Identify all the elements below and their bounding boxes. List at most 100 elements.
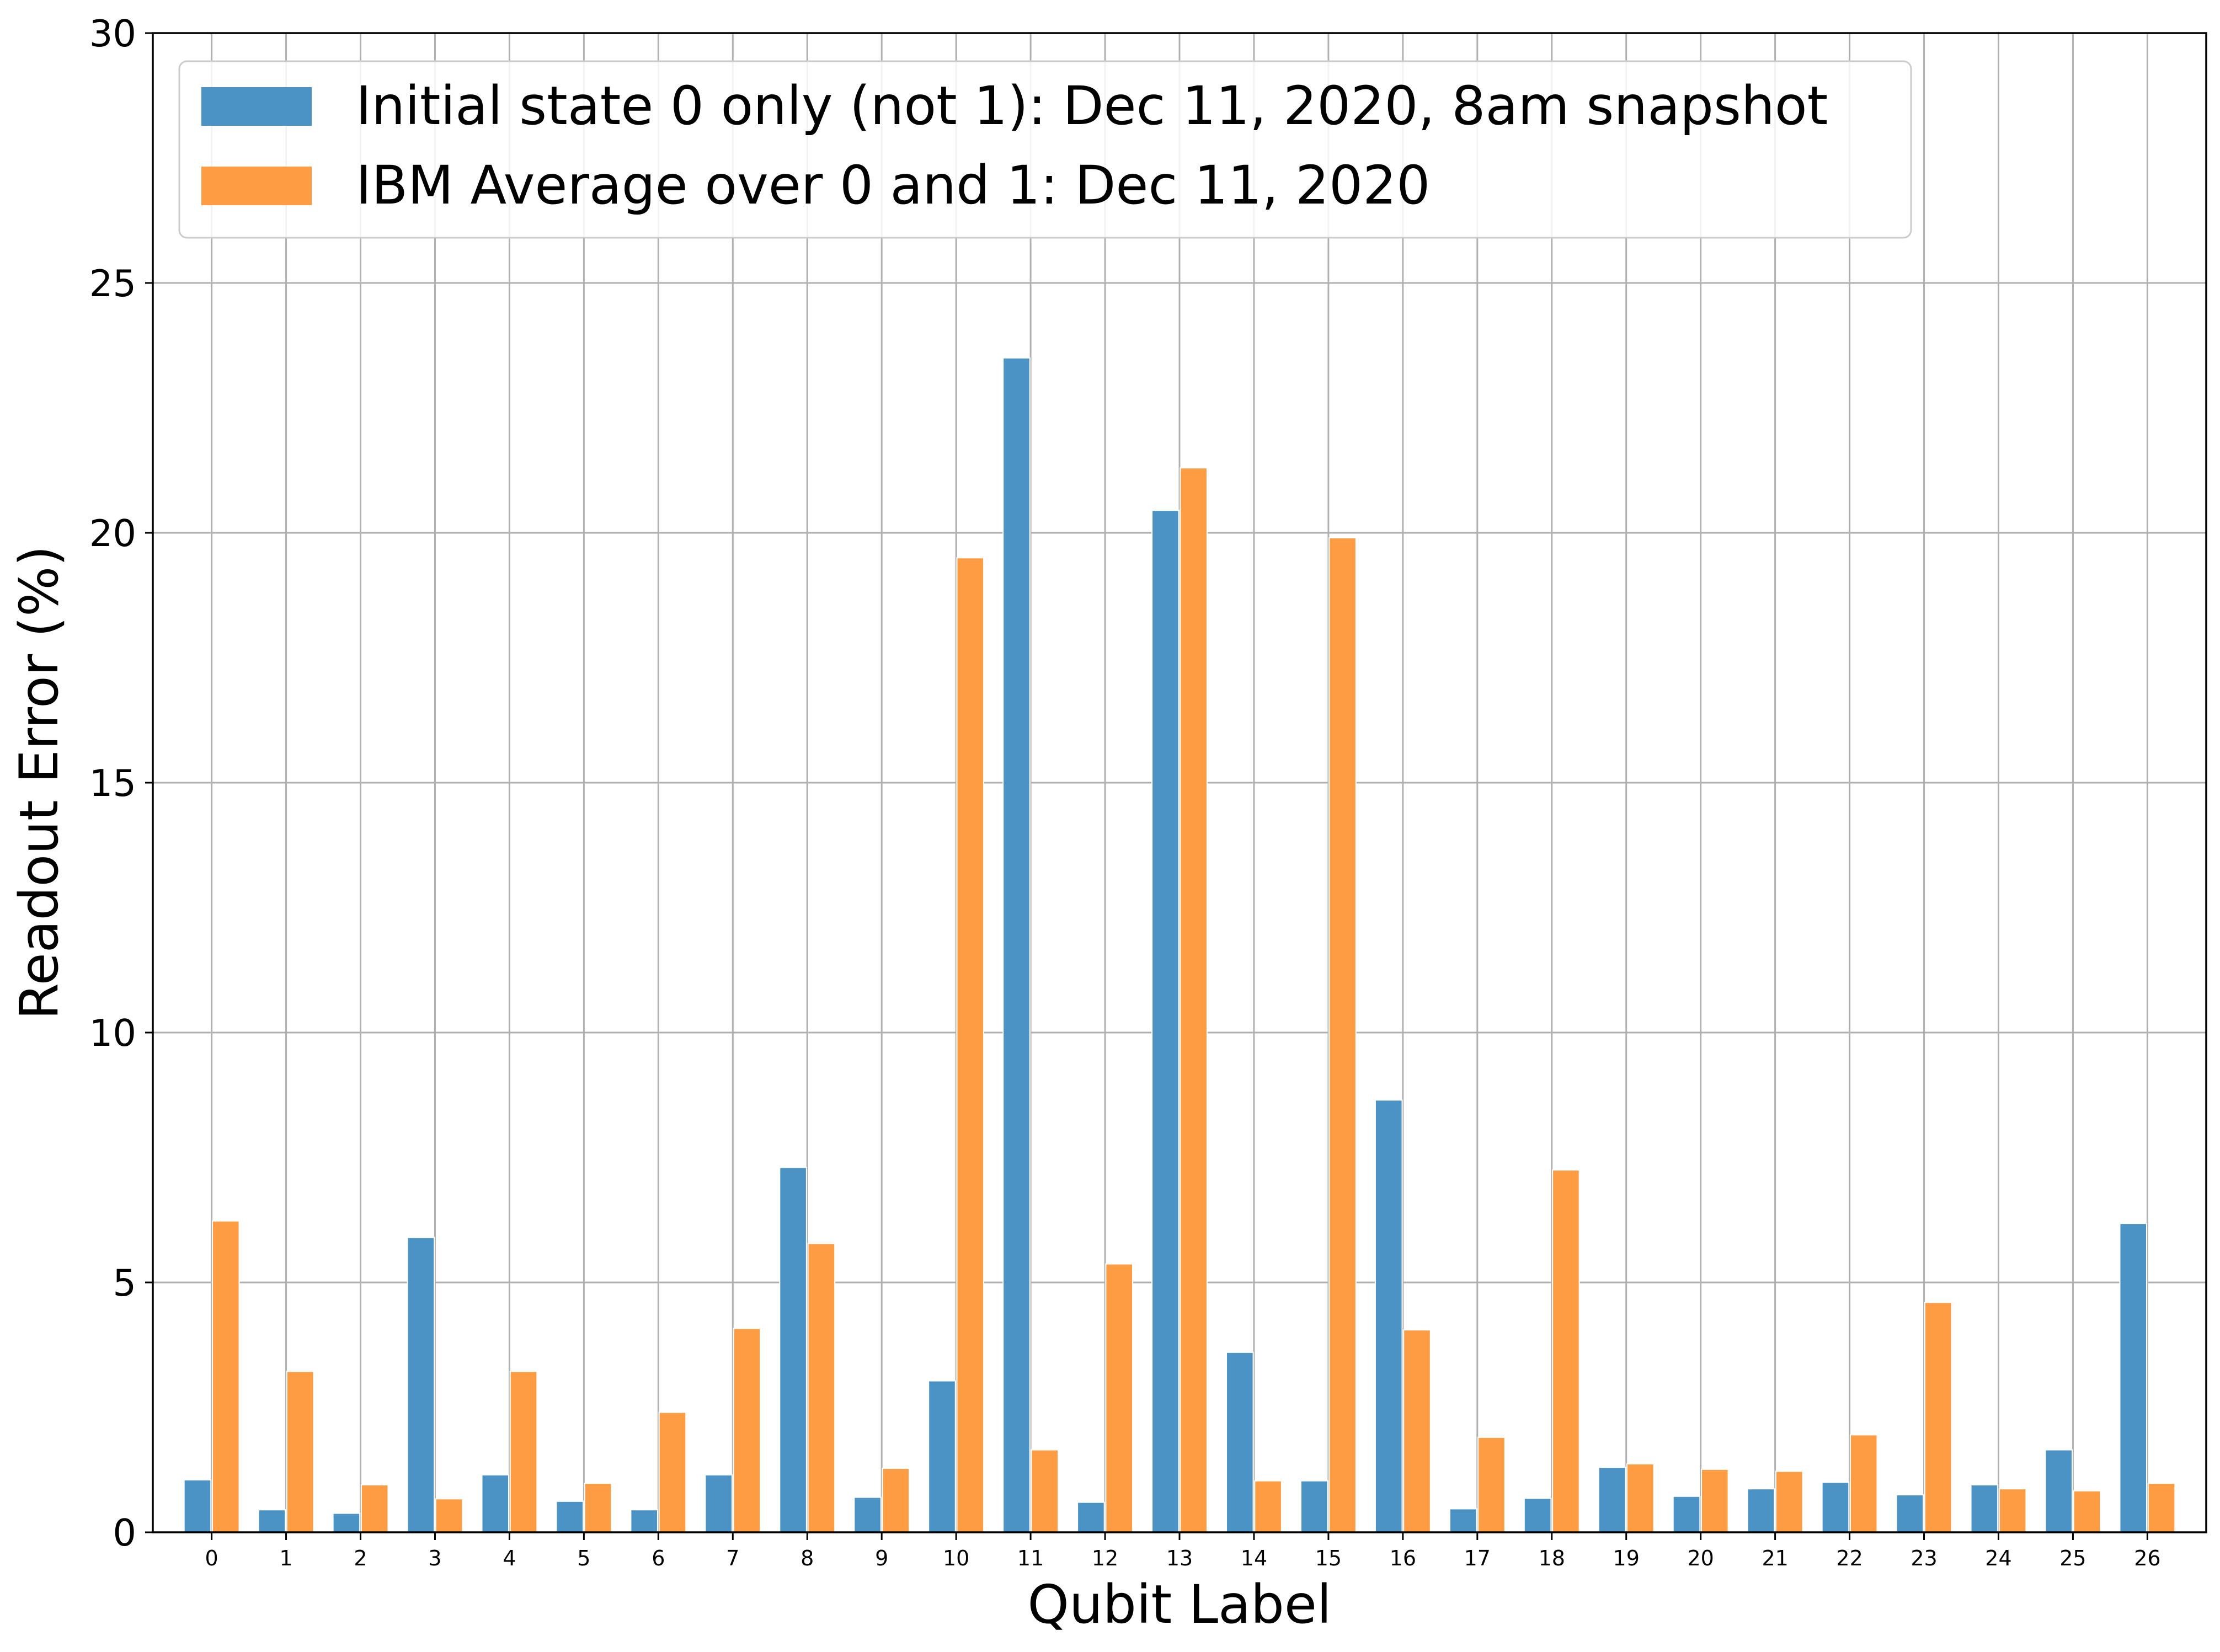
bar-series1-qubit-23: [1924, 1302, 1952, 1533]
x-tick-label-7: 7: [726, 1546, 739, 1570]
x-tick-label-26: 26: [2134, 1546, 2160, 1570]
y-tick-label-20: 20: [89, 512, 136, 555]
bar-series0-qubit-4: [481, 1474, 510, 1533]
bar-series0-qubit-8: [779, 1167, 807, 1533]
bar-series1-qubit-25: [2073, 1490, 2101, 1533]
x-tick-label-0: 0: [205, 1546, 218, 1570]
x-tick-label-9: 9: [875, 1546, 888, 1570]
bar-series1-qubit-7: [733, 1328, 761, 1533]
x-tick-label-2: 2: [354, 1546, 367, 1570]
bar-series0-qubit-6: [630, 1509, 658, 1533]
bar-series1-qubit-6: [658, 1412, 687, 1533]
y-axis-label: Readout Error (%): [8, 546, 70, 1020]
x-tick-label-17: 17: [1464, 1546, 1491, 1570]
x-tick-label-3: 3: [428, 1546, 441, 1570]
tick-labels: 0 1 2 3 4 5 6 7 8 9 10 11 12 13 14 15 16 17 18 19 20 21 22 23 24…: [89, 12, 2161, 1570]
bar-series1-qubit-0: [211, 1220, 240, 1533]
bar-series1-qubit-4: [509, 1371, 538, 1533]
x-tick-label-4: 4: [503, 1546, 516, 1570]
bar-series0-qubit-16: [1374, 1099, 1403, 1533]
bar-series1-qubit-11: [1031, 1449, 1059, 1533]
x-tick-label-14: 14: [1241, 1546, 1267, 1570]
bar-series1-qubit-13: [1180, 467, 1208, 1533]
x-tick-label-10: 10: [943, 1546, 969, 1570]
legend: Initial state 0 only (not 1): Dec 11, 20…: [178, 60, 1912, 239]
x-tick-label-12: 12: [1092, 1546, 1118, 1570]
x-tick-label-21: 21: [1762, 1546, 1788, 1570]
bar-series1-qubit-8: [807, 1243, 836, 1533]
bar-series0-qubit-25: [2045, 1449, 2073, 1533]
x-tick-label-19: 19: [1613, 1546, 1640, 1570]
legend-swatch-0: [201, 87, 312, 126]
bar-series0-qubit-22: [1821, 1482, 1850, 1533]
y-tick-label-30: 30: [89, 12, 136, 55]
bar-series1-qubit-5: [584, 1483, 612, 1533]
bar-series1-qubit-26: [2147, 1483, 2176, 1533]
bar-series0-qubit-5: [556, 1500, 584, 1533]
legend-label-1: IBM Average over 0 and 1: Dec 11, 2020: [356, 154, 1430, 216]
x-tick-label-15: 15: [1315, 1546, 1342, 1570]
x-tick-label-16: 16: [1390, 1546, 1416, 1570]
bar-series1-qubit-16: [1403, 1329, 1431, 1533]
y-tick-label-25: 25: [89, 262, 136, 305]
bar-series0-qubit-11: [1002, 357, 1031, 1533]
bar-series0-qubit-21: [1747, 1488, 1775, 1533]
bar-series1-qubit-9: [882, 1468, 910, 1533]
bar-series1-qubit-1: [286, 1371, 314, 1533]
bar-series0-qubit-20: [1672, 1495, 1701, 1533]
bar-series0-qubit-19: [1598, 1467, 1626, 1533]
bar-series0-qubit-15: [1300, 1480, 1328, 1533]
x-tick-label-8: 8: [801, 1546, 814, 1570]
bar-series1-qubit-20: [1701, 1468, 1729, 1533]
x-tick-label-5: 5: [577, 1546, 590, 1570]
bar-series0-qubit-26: [2119, 1223, 2148, 1533]
bar-series1-qubit-3: [435, 1498, 463, 1533]
x-tick-label-11: 11: [1017, 1546, 1044, 1570]
legend-label-0: Initial state 0 only (not 1): Dec 11, 20…: [356, 75, 1828, 137]
bar-series1-qubit-24: [1998, 1488, 2027, 1533]
x-tick-label-22: 22: [1836, 1546, 1863, 1570]
y-tick-label-5: 5: [113, 1261, 136, 1305]
y-tick-label-0: 0: [113, 1511, 136, 1554]
x-tick-label-6: 6: [652, 1546, 665, 1570]
x-tick-label-13: 13: [1166, 1546, 1193, 1570]
legend-box: [178, 60, 1912, 239]
x-tick-label-20: 20: [1687, 1546, 1714, 1570]
bar-series0-qubit-7: [705, 1474, 733, 1533]
bar-series0-qubit-12: [1077, 1501, 1105, 1533]
x-tick-label-25: 25: [2059, 1546, 2086, 1570]
bar-series1-qubit-12: [1105, 1263, 1133, 1533]
bars: [183, 357, 2176, 1533]
bar-series1-qubit-14: [1254, 1480, 1282, 1533]
bar-series1-qubit-21: [1775, 1471, 1803, 1533]
bar-series0-qubit-17: [1449, 1508, 1477, 1533]
bar-series0-qubit-13: [1151, 510, 1180, 1533]
x-tick-label-23: 23: [1911, 1546, 1937, 1570]
x-tick-label-1: 1: [279, 1546, 292, 1570]
bar-series0-qubit-9: [853, 1496, 882, 1533]
bar-series1-qubit-17: [1477, 1436, 1506, 1533]
bar-series0-qubit-2: [332, 1512, 361, 1533]
bar-series1-qubit-10: [956, 557, 985, 1533]
y-tick-label-15: 15: [89, 762, 136, 805]
bar-series0-qubit-18: [1523, 1498, 1552, 1533]
bar-series0-qubit-23: [1896, 1494, 1924, 1533]
x-tick-label-24: 24: [1985, 1546, 2011, 1570]
bar-series1-qubit-2: [360, 1484, 389, 1533]
bar-series0-qubit-3: [407, 1237, 435, 1533]
bar-series0-qubit-14: [1226, 1351, 1254, 1533]
bar-series1-qubit-18: [1552, 1169, 1580, 1533]
bar-series0-qubit-1: [258, 1509, 286, 1533]
bar-series0-qubit-10: [928, 1380, 956, 1533]
bar-series1-qubit-19: [1626, 1463, 1655, 1533]
x-tick-label-18: 18: [1539, 1546, 1565, 1570]
bar-series0-qubit-24: [1970, 1484, 1999, 1533]
bar-series1-qubit-15: [1328, 537, 1357, 1533]
legend-swatch-1: [201, 167, 312, 205]
y-tick-label-10: 10: [89, 1012, 136, 1055]
bar-series0-qubit-0: [183, 1479, 212, 1533]
bar-series1-qubit-22: [1849, 1434, 1878, 1533]
x-axis-label: Qubit Label: [1027, 1574, 1331, 1635]
